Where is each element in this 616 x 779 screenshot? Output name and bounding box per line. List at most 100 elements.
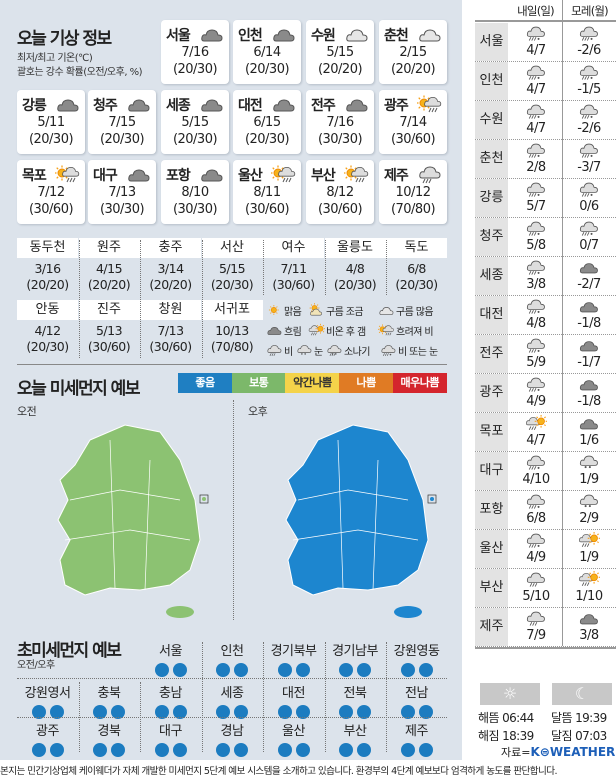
city-temp: 5/15 — [326, 45, 354, 60]
small-city: 여수 7/11 (30/60) — [263, 238, 324, 293]
city-name: 목포 — [22, 168, 47, 184]
small-city-prob: (20/30) — [333, 277, 377, 292]
small-city-prob: (20/30) — [395, 277, 438, 292]
am-dot — [339, 663, 353, 677]
city-prob: (30/60) — [317, 202, 363, 217]
pm-dot — [172, 663, 187, 677]
dust-title: 오늘 미세먼지 예보 — [17, 379, 140, 399]
cloudy-icon — [579, 302, 598, 313]
city-card: 부산 8/12 (30/60) — [306, 160, 374, 224]
small-city: 서귀포 10/13 (70/80) — [201, 300, 263, 355]
city-temp: 5/15 — [181, 115, 209, 130]
city-prob: (20/30) — [172, 132, 218, 147]
shower-icon — [327, 345, 342, 357]
rain-snow-icon — [526, 299, 545, 314]
city-card: 대구 7/13 (30/30) — [88, 160, 156, 224]
city-temp: 10/12 — [395, 185, 431, 200]
legend-item: 소나기 — [326, 342, 370, 358]
fine-dust-region: 대전 — [263, 682, 324, 719]
forecast-row: 울산 4/9 1/9 — [475, 530, 616, 569]
legend-item: 맑음 — [266, 302, 302, 318]
city-name: 대구 — [93, 168, 118, 184]
city-prob: (30/60) — [244, 202, 290, 217]
city-name: 춘천 — [384, 28, 409, 44]
city-temp: 8/12 — [326, 185, 354, 200]
forecast-row: 춘천 2/8 -3/7 — [475, 140, 616, 179]
legend-item: 비온 후 갬 — [308, 322, 366, 338]
rain-then-clear-icon — [579, 531, 600, 547]
pm-dot — [357, 705, 371, 719]
city-prob: (70/80) — [390, 202, 436, 217]
rain-snow-icon — [526, 221, 545, 236]
am-dot — [154, 663, 169, 677]
forecast-city: 춘천 — [475, 140, 508, 178]
city-card: 울산 8/11 (30/60) — [233, 160, 301, 224]
rain-snow-icon — [526, 143, 545, 158]
forecast-city: 청주 — [475, 218, 508, 256]
fine-dust-region: 전남 — [386, 682, 447, 719]
city-temp: 7/13 — [108, 185, 136, 200]
am-dot — [31, 743, 46, 757]
pm-dot — [234, 743, 248, 757]
pm-dot — [418, 743, 433, 757]
legend-item: 흐려져 비 — [378, 322, 434, 338]
rain-snow-icon — [526, 26, 545, 41]
small-city-name: 동두천 — [17, 238, 78, 258]
city-temp: 7/16 — [181, 45, 209, 60]
city-card: 세종 5/15 (20/30) — [161, 90, 229, 154]
fine-dust-region: 경북 — [79, 720, 140, 757]
forecast-row: 청주 5/8 0/7 — [475, 218, 616, 257]
subtitle-temp: 최저/최고 기온(℃) — [17, 53, 93, 64]
fine-dust-region: 경기남부 — [325, 640, 386, 677]
col-tomorrow: 내일(일) — [517, 4, 555, 18]
city-card: 춘천 2/15 (20/20) — [379, 20, 447, 84]
cloudy-icon — [579, 614, 598, 625]
pm-dot — [295, 705, 310, 719]
pm-dot — [172, 705, 187, 719]
rain-then-clear-icon — [308, 323, 325, 336]
left-panel: 오늘 기상 정보 최저/최고 기온(℃) 괄호는 강수 확률(오전/오후, %)… — [0, 0, 462, 760]
cloudy-then-rain-icon — [378, 324, 394, 336]
subtitle-prob: 괄호는 강수 확률(오전/오후, %) — [17, 67, 143, 78]
small-city-temp: 5/13 — [95, 323, 123, 338]
city-card: 광주 7/14 (30/60) — [379, 90, 447, 154]
cloudy-icon — [273, 29, 295, 42]
small-city-temp: 3/16 — [34, 261, 61, 276]
fine-dust-region: 강원영동 — [386, 640, 447, 677]
city-prob: (20/30) — [244, 62, 290, 77]
small-city-temp: 5/15 — [218, 261, 246, 276]
city-prob: (20/30) — [28, 132, 74, 147]
rain-snow-icon — [526, 260, 545, 275]
pm-dot — [49, 743, 64, 757]
small-city-name: 서산 — [201, 238, 263, 258]
city-name: 부산 — [311, 168, 336, 184]
small-city: 독도 6/8 (20/30) — [386, 238, 447, 293]
col-day-after: 모레(월) — [571, 4, 609, 18]
forecast-city: 포항 — [475, 491, 508, 529]
small-city-name: 울릉도 — [324, 238, 386, 258]
city-name: 서울 — [166, 28, 191, 44]
small-city-name: 충주 — [140, 238, 201, 258]
small-city: 동두천 3/16 (20/20) — [17, 238, 78, 293]
city-temp: 7/12 — [37, 185, 65, 200]
fine-dust-region: 세종 — [202, 682, 263, 719]
am-label: 오전 — [17, 405, 37, 418]
pm-dot — [418, 663, 433, 677]
rain-snow-icon — [579, 26, 598, 41]
forecast-row: 대구 4/10 1/9 — [475, 452, 616, 491]
pm-dot — [295, 743, 310, 757]
rain-snow-icon — [579, 221, 598, 236]
city-prob: (30/30) — [317, 132, 363, 147]
fine-dust-title: 초미세먼지 예보 — [17, 641, 122, 661]
pm-dot — [357, 663, 371, 677]
mostly-cloudy-icon — [346, 29, 368, 42]
small-city-name: 원주 — [78, 238, 140, 258]
pm-dot — [172, 743, 187, 757]
city-temp: 8/11 — [253, 185, 281, 200]
small-city-temp: 10/13 — [215, 323, 249, 338]
city-name: 세종 — [166, 98, 191, 114]
am-dot — [277, 743, 292, 757]
footer-note: 본지는 민간기상업체 케이웨더가 자체 개발한 미세먼지 5단계 예보 시스템을… — [0, 766, 558, 777]
rain-snow-icon — [526, 494, 545, 509]
city-prob: (30/30) — [172, 202, 218, 217]
